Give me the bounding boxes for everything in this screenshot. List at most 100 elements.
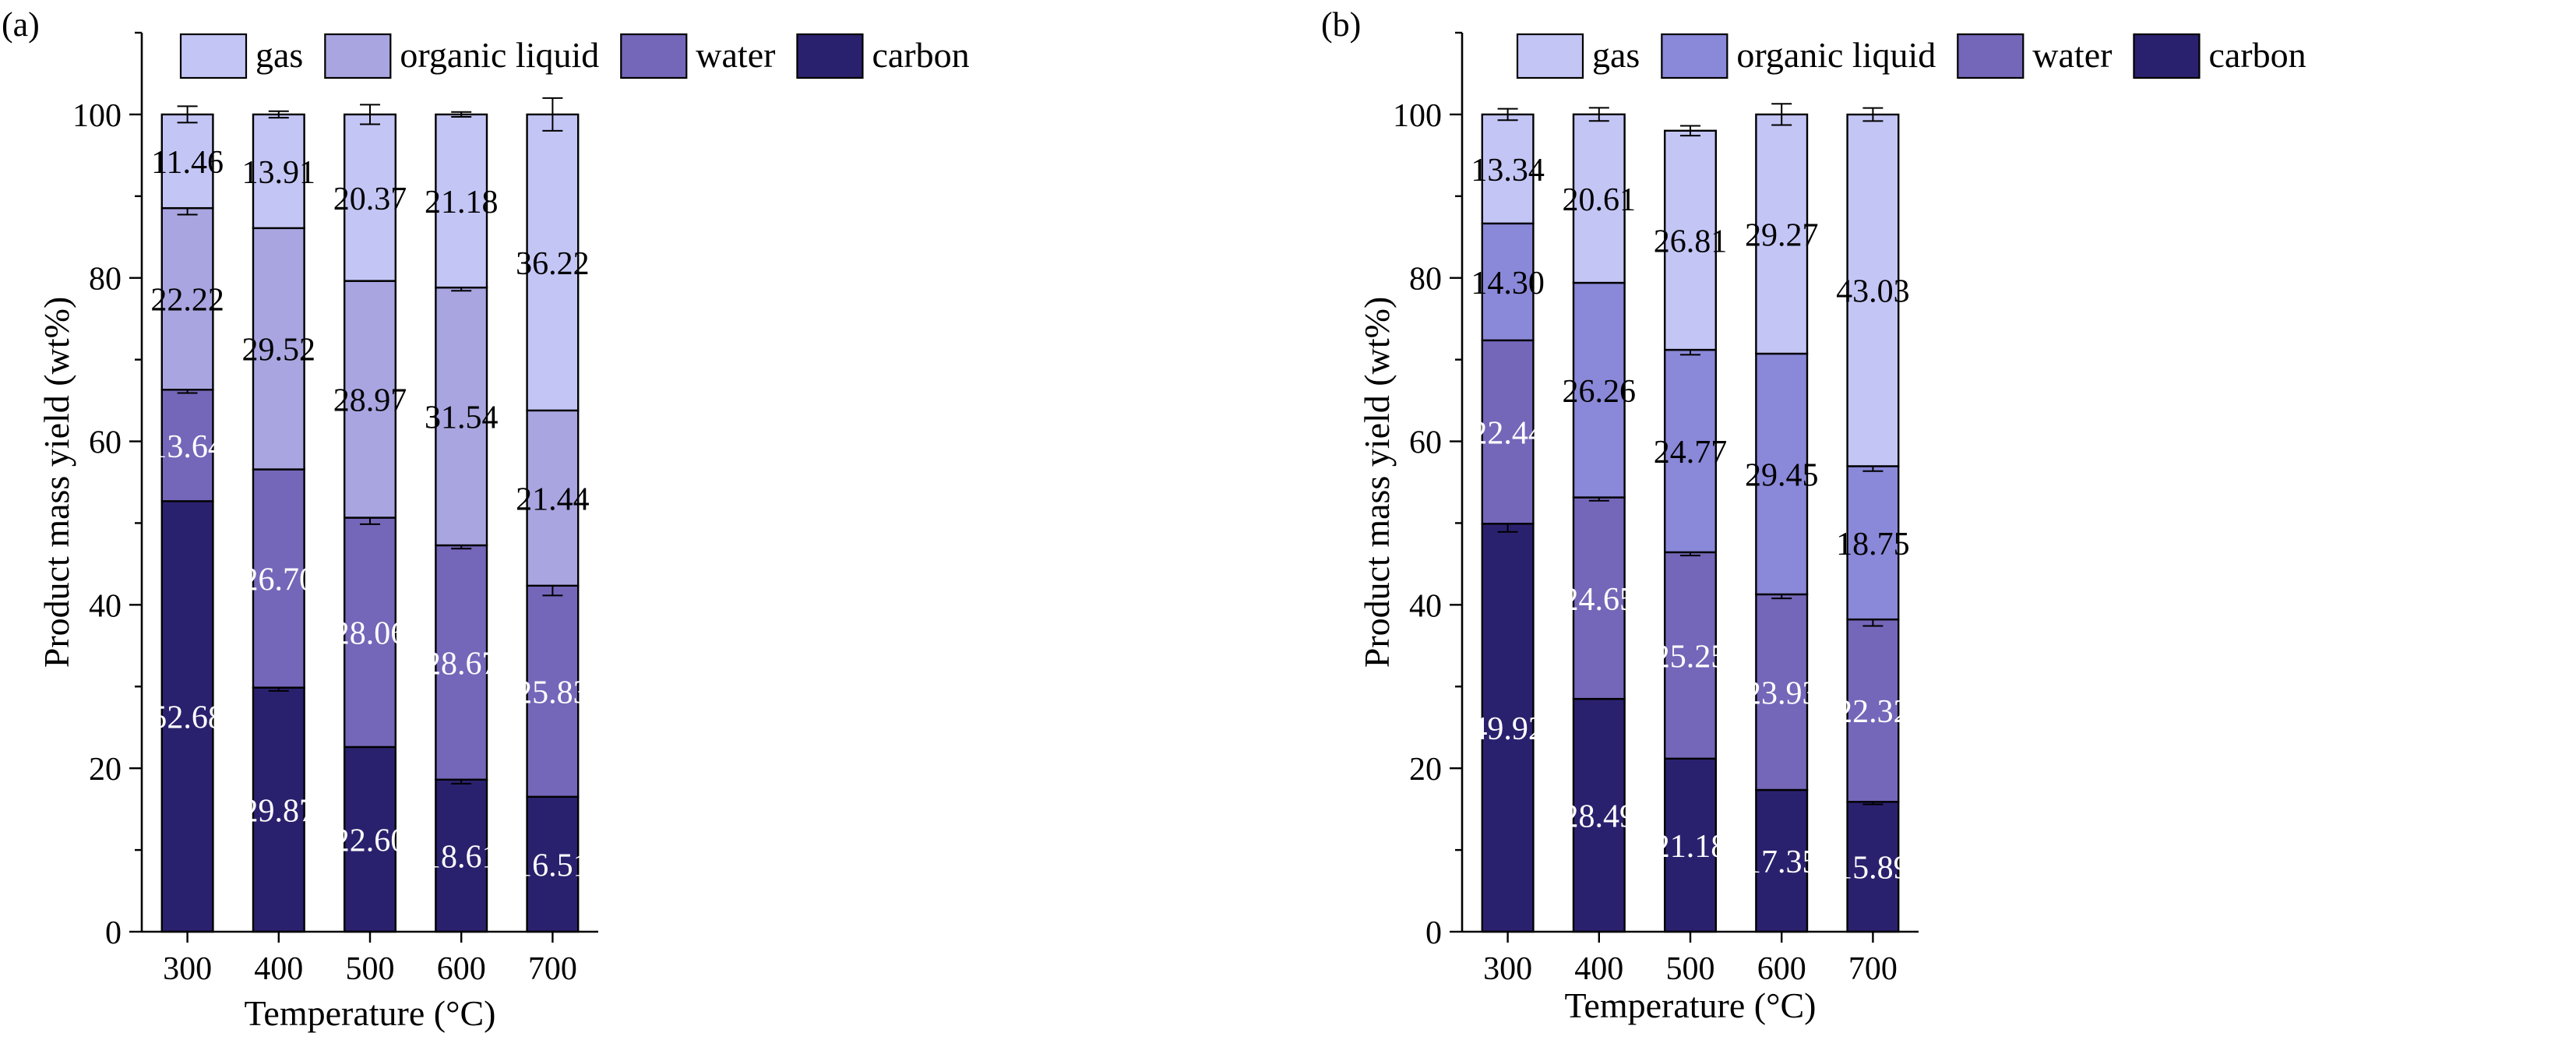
data-label-gas-700: 36.22 — [516, 246, 590, 282]
data-label-gas-400: 20.61 — [1563, 182, 1637, 218]
panel-label: (a) — [2, 5, 40, 44]
panel-a-chart: (a) 52.68 13.64 22.22 11.46 300 29.87 26.70 29.5… — [2, 5, 970, 1033]
data-label-water-400: 24.65 — [1563, 582, 1637, 618]
x-tick-label-700: 700 — [528, 951, 577, 987]
bar-gas-700 — [1846, 113, 1900, 467]
y-tick-label-20: 20 — [89, 752, 122, 788]
y-axis-label: Product mass yield (wt%) — [37, 297, 76, 668]
y-axis-label: Product mass yield (wt%) — [1357, 297, 1397, 668]
y-tick-label-60: 60 — [89, 425, 122, 461]
bar-water-600 — [435, 544, 488, 781]
data-label-organic_liquid-400: 26.26 — [1563, 374, 1637, 410]
x-tick-label-300: 300 — [163, 951, 212, 987]
y-tick-label-40: 40 — [1409, 588, 1442, 624]
legend-swatch-carbon — [796, 33, 864, 79]
data-label-organic_liquid-700: 18.75 — [1836, 527, 1910, 562]
data-label-organic_liquid-600: 31.54 — [425, 400, 499, 436]
data-label-carbon-300: 52.68 — [150, 700, 224, 736]
data-label-water-300: 22.44 — [1471, 416, 1545, 452]
legend-swatch-gas — [179, 33, 248, 79]
bar-organic_liquid-500 — [343, 280, 397, 519]
bar-water-500 — [343, 516, 397, 749]
x-axis-label: Temperature (°C) — [1565, 985, 1817, 1025]
legend-label-water: water — [2032, 35, 2112, 75]
y-tick-label-80: 80 — [89, 262, 122, 298]
bar-water-700 — [526, 584, 580, 798]
data-label-water-300: 13.64 — [150, 429, 224, 465]
panel-label: (b) — [1321, 5, 1361, 44]
bar-water-300 — [1481, 339, 1535, 525]
y-tick-label-0: 0 — [105, 915, 122, 951]
legend-swatch-gas — [1516, 33, 1584, 79]
data-label-organic_liquid-300: 22.22 — [150, 283, 224, 319]
legend-swatch-organic_liquid — [1661, 33, 1728, 79]
x-tick-label-500: 500 — [346, 951, 395, 987]
bar-gas-700 — [526, 113, 580, 412]
bar-gas-500 — [343, 113, 397, 282]
data-label-gas-600: 21.18 — [425, 185, 499, 220]
data-label-gas-500: 20.37 — [333, 182, 407, 217]
x-tick-label-500: 500 — [1666, 951, 1715, 987]
bar-water-700 — [1846, 618, 1900, 803]
data-label-gas-300: 13.34 — [1471, 153, 1545, 189]
legend-label-organic_liquid: organic liquid — [400, 35, 599, 75]
legend-label-water: water — [696, 35, 775, 75]
bar-carbon-500 — [343, 746, 397, 933]
data-label-water-600: 23.93 — [1745, 675, 1819, 711]
data-label-carbon-500: 22.60 — [333, 823, 407, 858]
bar-organic_liquid-500 — [1663, 348, 1718, 554]
bar-gas-400 — [252, 113, 305, 230]
bar-gas-500 — [1663, 129, 1718, 351]
data-label-gas-300: 11.46 — [151, 145, 224, 181]
bar-carbon-600 — [435, 778, 488, 933]
legend-swatch-water — [1957, 33, 2025, 79]
data-label-organic_liquid-700: 21.44 — [516, 481, 590, 517]
bar-water-600 — [1755, 593, 1809, 791]
data-label-carbon-700: 15.89 — [1836, 851, 1910, 887]
legend-label-gas: gas — [1592, 35, 1640, 75]
bar-carbon-300 — [1481, 523, 1535, 933]
data-label-carbon-500: 21.18 — [1654, 829, 1728, 865]
x-axis-label: Temperature (°C) — [245, 993, 496, 1033]
data-label-organic_liquid-400: 29.52 — [242, 333, 316, 368]
x-tick-label-300: 300 — [1483, 951, 1532, 987]
data-label-carbon-400: 28.49 — [1563, 799, 1637, 835]
data-label-carbon-300: 49.92 — [1471, 711, 1545, 747]
data-label-carbon-600: 17.35 — [1745, 844, 1819, 880]
bar-organic_liquid-600 — [1755, 352, 1809, 596]
bar-organic_liquid-700 — [1846, 465, 1900, 621]
y-tick-label-80: 80 — [1409, 262, 1442, 298]
bar-water-400 — [252, 468, 305, 689]
data-label-organic_liquid-300: 14.30 — [1471, 266, 1545, 301]
data-label-carbon-600: 18.61 — [425, 839, 499, 875]
bar-carbon-500 — [1663, 757, 1718, 933]
legend-label-carbon: carbon — [2208, 35, 2306, 75]
y-tick-label-20: 20 — [1409, 752, 1442, 788]
data-label-water-400: 26.70 — [242, 562, 316, 598]
bar-organic_liquid-300 — [1481, 222, 1535, 342]
y-tick-label-100: 100 — [1393, 98, 1442, 134]
y-tick-label-100: 100 — [72, 98, 122, 134]
y-tick-label-60: 60 — [1409, 425, 1442, 461]
data-label-organic_liquid-600: 29.45 — [1745, 457, 1819, 493]
legend-swatch-carbon — [2133, 33, 2201, 79]
legend-label-organic_liquid: organic liquid — [1736, 35, 1936, 75]
y-tick-label-40: 40 — [89, 588, 122, 624]
bar-water-400 — [1572, 496, 1626, 700]
bar-carbon-700 — [526, 795, 580, 933]
x-tick-label-600: 600 — [437, 951, 486, 987]
x-tick-label-400: 400 — [254, 951, 303, 987]
data-label-water-700: 22.32 — [1836, 694, 1910, 730]
x-tick-label-600: 600 — [1757, 951, 1806, 987]
data-label-water-700: 25.83 — [516, 675, 590, 710]
data-label-carbon-700: 16.51 — [516, 848, 590, 883]
bar-water-500 — [1663, 551, 1718, 760]
y-tick-label-0: 0 — [1425, 915, 1442, 951]
data-label-water-600: 28.67 — [425, 646, 499, 682]
x-tick-label-700: 700 — [1848, 951, 1898, 987]
legend-swatch-organic_liquid — [324, 33, 392, 79]
panel-b-chart: (b) 49.92 22.44 14.30 13.34 300 28.49 24.65 26.2… — [1321, 5, 2306, 1025]
bar-gas-400 — [1572, 113, 1626, 284]
